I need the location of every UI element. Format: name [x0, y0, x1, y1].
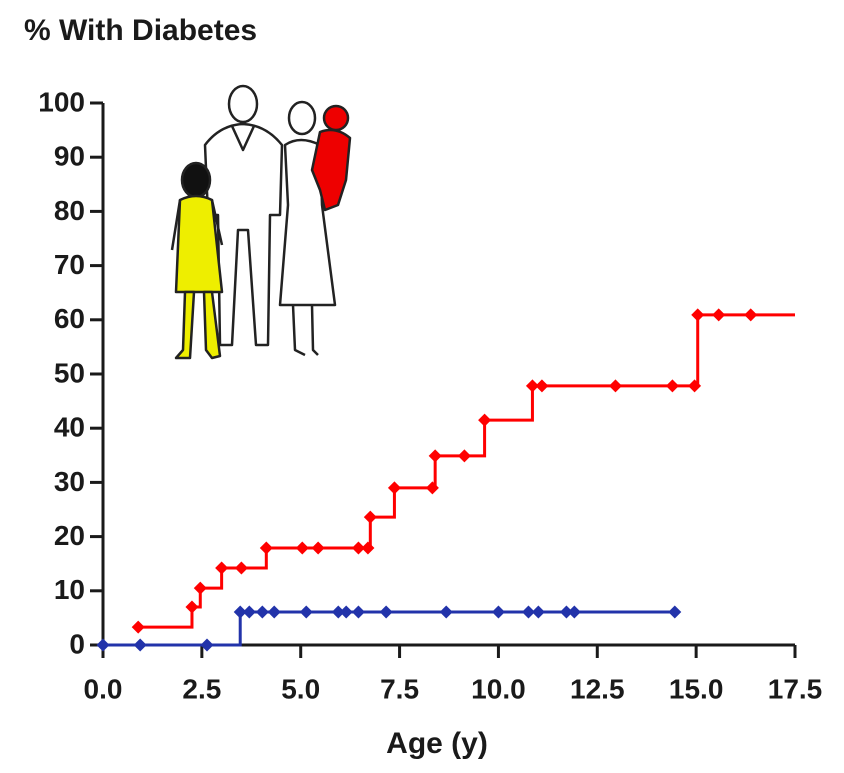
marker: [260, 541, 273, 554]
marker: [312, 541, 325, 554]
chart: % With Diabetes Age (y) 0 10 20 30 40 50 60 70 8…: [0, 0, 844, 768]
marker: [388, 481, 401, 494]
x-tick-label: 15.0: [669, 673, 724, 704]
x-tick-label: 10.0: [471, 673, 526, 704]
x-tick-label: 7.5: [380, 673, 419, 704]
marker: [380, 605, 393, 618]
y-tick-label: 80: [54, 195, 85, 226]
y-tick-label: 10: [54, 574, 85, 605]
marker: [340, 605, 353, 618]
y-tick-label: 0: [69, 628, 85, 659]
marker: [194, 582, 207, 595]
marker: [712, 308, 725, 321]
marker: [352, 605, 365, 618]
marker: [256, 605, 269, 618]
x-tick-label: 12.5: [570, 673, 625, 704]
x-tick-label: 2.5: [182, 673, 221, 704]
y-tick-label: 40: [54, 412, 85, 443]
marker: [609, 379, 622, 392]
marker: [97, 639, 110, 652]
marker: [185, 601, 198, 614]
marker: [215, 562, 228, 575]
y-tick-label: 60: [54, 303, 85, 334]
marker: [668, 605, 681, 618]
marker: [458, 449, 471, 462]
marker: [666, 379, 679, 392]
family-illustration: [172, 86, 350, 358]
marker: [744, 308, 757, 321]
marker: [426, 481, 439, 494]
x-tick-label: 5.0: [281, 673, 320, 704]
marker: [361, 541, 374, 554]
marker: [535, 379, 548, 392]
marker: [235, 562, 248, 575]
marker: [243, 605, 256, 618]
marker: [132, 621, 145, 634]
marker: [268, 605, 281, 618]
marker: [440, 605, 453, 618]
marker: [296, 541, 309, 554]
x-axis-label: Age (y): [386, 727, 488, 760]
y-tick-label: 50: [54, 357, 85, 388]
chart-title: % With Diabetes: [24, 14, 257, 47]
y-tick-label: 30: [54, 466, 85, 497]
marker: [134, 639, 147, 652]
marker: [532, 605, 545, 618]
step-line: [138, 315, 795, 627]
marker: [364, 511, 377, 524]
y-tick-label: 70: [54, 249, 85, 280]
y-tick-label: 20: [54, 520, 85, 551]
marker: [691, 308, 704, 321]
marker: [429, 449, 442, 462]
marker: [492, 605, 505, 618]
y-tick-label: 90: [54, 141, 85, 172]
x-tick-label: 0.0: [84, 673, 123, 704]
marker: [568, 605, 581, 618]
marker: [478, 414, 491, 427]
marker: [300, 605, 313, 618]
y-tick-label: 100: [38, 86, 85, 117]
x-tick-label: 17.5: [768, 673, 823, 704]
